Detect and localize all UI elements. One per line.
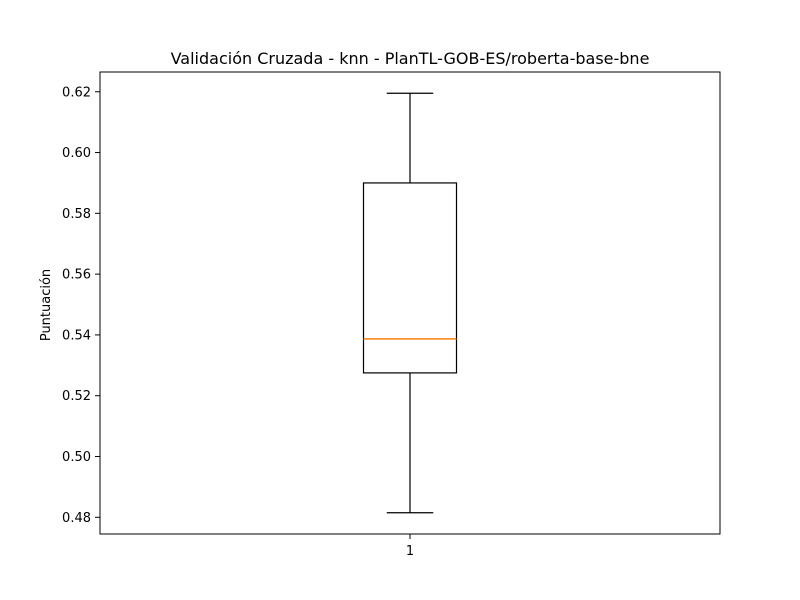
y-axis-ticks: 0.48 0.50 0.52 0.54 0.56 0.58 0.60 0.62 bbox=[62, 85, 100, 526]
y-axis-label: Puntuación bbox=[39, 269, 54, 341]
box-group bbox=[362, 92, 458, 514]
box-iqr bbox=[362, 182, 458, 374]
y-tick-label: 0.54 bbox=[62, 328, 91, 343]
x-tick-label: 1 bbox=[406, 544, 414, 559]
y-tick-label: 0.58 bbox=[62, 207, 91, 222]
y-tick-label: 0.48 bbox=[62, 511, 91, 526]
chart-title: Validación Cruzada - knn - PlanTL-GOB-ES… bbox=[171, 49, 650, 68]
y-tick-label: 0.52 bbox=[62, 389, 91, 404]
axes-frame bbox=[99, 71, 721, 535]
y-tick-label: 0.60 bbox=[62, 146, 91, 161]
y-tick-label: 0.56 bbox=[62, 268, 91, 283]
y-tick-label: 0.62 bbox=[62, 85, 91, 100]
y-tick-label: 0.50 bbox=[62, 450, 91, 465]
x-axis-ticks: 1 bbox=[406, 534, 414, 559]
